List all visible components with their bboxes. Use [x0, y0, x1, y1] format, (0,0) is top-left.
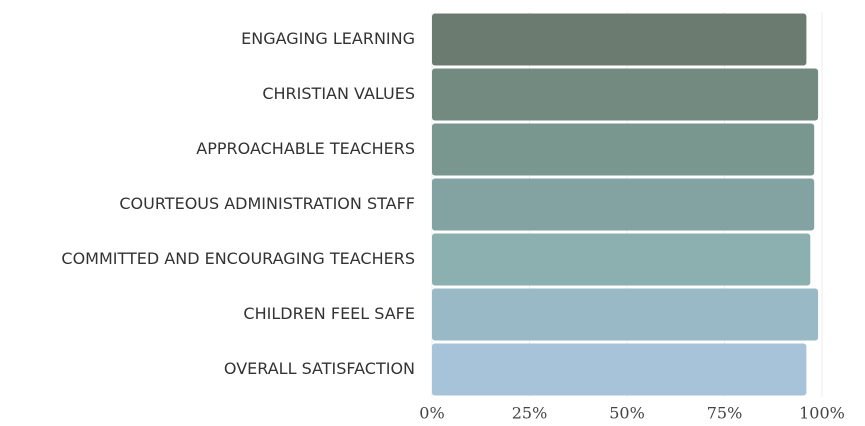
bar	[432, 233, 811, 286]
y-tick-label: CHILDREN FEEL SAFE	[243, 304, 415, 323]
bar	[432, 343, 807, 396]
y-tick-label: COURTEOUS ADMINISTRATION STAFF	[119, 194, 415, 213]
y-tick-label: ENGAGING LEARNING	[241, 29, 415, 48]
bar	[432, 288, 819, 341]
x-tick-label: 50%	[609, 404, 645, 423]
y-tick-label: OVERALL SATISFACTION	[224, 359, 415, 378]
y-tick-label: CHRISTIAN VALUES	[262, 84, 415, 103]
y-tick-label: APPROACHABLE TEACHERS	[196, 139, 415, 158]
x-tick-label: 100%	[799, 404, 845, 423]
bar	[432, 13, 807, 66]
bar	[432, 123, 815, 176]
x-tick-label: 0%	[419, 404, 444, 423]
y-tick-label: COMMITTED AND ENCOURAGING TEACHERS	[61, 249, 415, 268]
x-tick-label: 75%	[707, 404, 743, 423]
bar	[432, 68, 819, 121]
x-tick-label: 25%	[512, 404, 548, 423]
bar	[432, 178, 815, 231]
